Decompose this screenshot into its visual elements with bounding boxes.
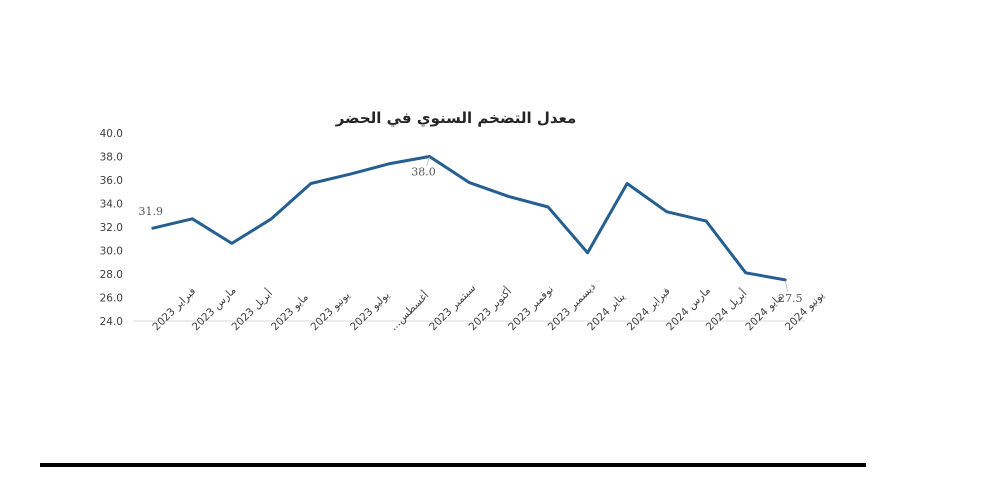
y-tick-label: 28.0 xyxy=(100,269,123,281)
data-labels: 31.9 38.0 27.5 xyxy=(139,157,803,305)
chart-title: معدل التضخم السنوي في الحضر xyxy=(335,109,577,128)
y-tick-label: 34.0 xyxy=(100,199,123,211)
bottom-rule xyxy=(40,463,866,467)
data-label: 31.9 xyxy=(139,205,164,218)
x-tick-label: يوليو 2023 xyxy=(348,289,392,333)
y-tick-label: 30.0 xyxy=(100,246,123,258)
y-tick-label: 36.0 xyxy=(100,175,123,187)
x-tick-label: يناير 2024 xyxy=(585,291,628,334)
data-label-leader xyxy=(784,280,789,292)
y-tick-label: 24.0 xyxy=(100,316,123,328)
series-line xyxy=(151,155,787,282)
data-label: 27.5 xyxy=(778,292,803,305)
x-tick-label: يونيو 2023 xyxy=(309,289,353,333)
data-label-leader xyxy=(426,157,430,166)
data-label: 38.0 xyxy=(411,166,436,179)
x-tick-label: مايو 2023 xyxy=(269,291,311,333)
y-tick-label: 38.0 xyxy=(100,152,123,164)
y-tick-label: 26.0 xyxy=(100,293,123,305)
x-tick-label: أغسطس... xyxy=(386,288,431,333)
y-axis: 40.0 38.0 36.0 34.0 32.0 30.0 28.0 26.0 24.0 xyxy=(100,128,123,328)
y-tick-label: 40.0 xyxy=(100,128,123,140)
y-tick-label: 32.0 xyxy=(100,222,123,234)
